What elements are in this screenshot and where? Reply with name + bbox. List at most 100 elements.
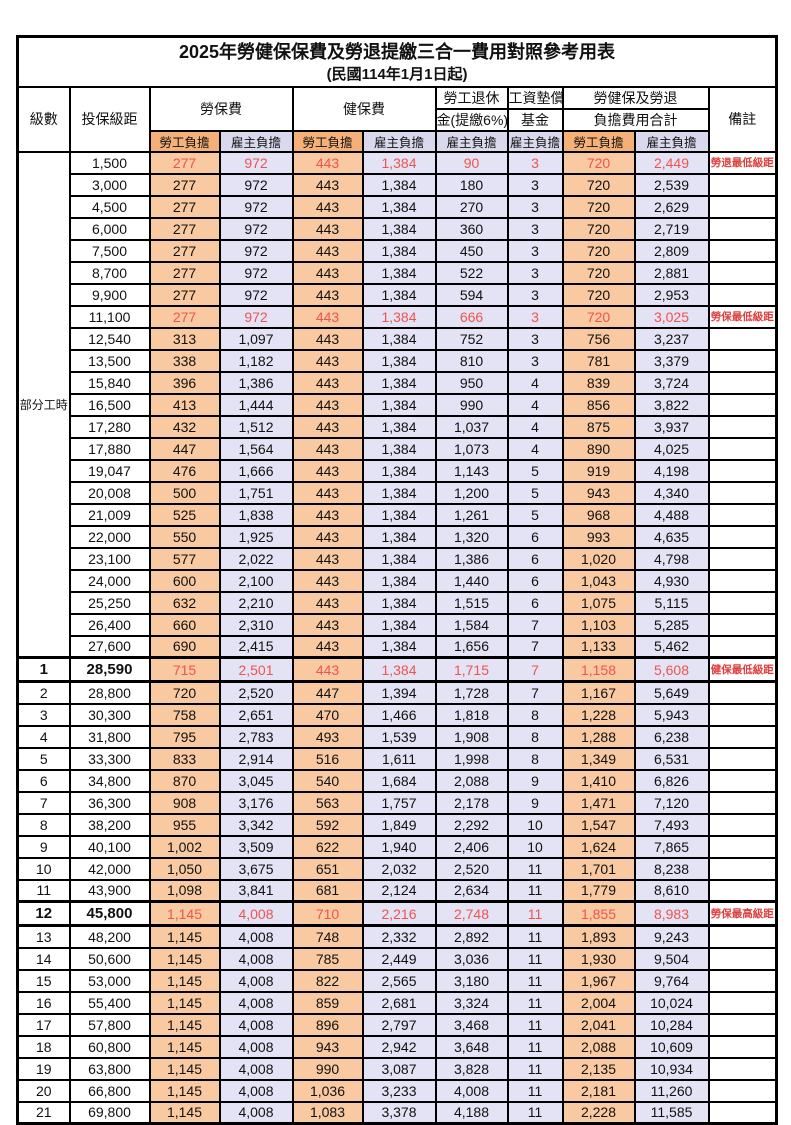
labor-employer-cell: 2,501 [218,656,294,683]
health-employee-cell: 443 [291,546,364,571]
pension-employer-cell: 3,324 [434,990,509,1015]
labor-employee-cell: 525 [148,502,221,527]
labor-employer-cell: 3,045 [218,768,294,793]
bracket-cell: 25,250 [68,590,151,615]
wage-fund-employer-cell: 3 [506,150,564,175]
table-row: 17,280 432 1,512 443 1,384 1,037 4 875 3,937 [18,414,778,439]
labor-employee-cell: 277 [148,260,221,285]
table-row: 3,000 277 972 443 1,384 180 3 720 2,539 [18,172,778,197]
wage-fund-employer-cell: 11 [506,856,564,881]
pension-employer-cell: 2,892 [434,924,509,949]
health-employer-cell: 1,384 [361,480,437,505]
wage-fund-employer-cell: 11 [506,1012,564,1037]
bracket-cell: 17,280 [68,414,151,439]
total-employee-cell: 2,041 [561,1012,636,1037]
total-employee-cell: 720 [561,282,636,307]
pension-employer-cell: 1,515 [434,590,509,615]
total-employer-cell: 11,585 [633,1100,710,1125]
health-employee-cell: 443 [291,326,364,351]
remark-cell [707,790,778,815]
pension-employer-cell: 1,143 [434,458,509,483]
remark-cell [707,480,778,505]
table-row: 4,500 277 972 443 1,384 270 3 720 2,629 [18,194,778,219]
health-employee-cell: 443 [291,238,364,263]
health-employer-cell: 2,216 [361,900,437,927]
labor-employee-cell: 908 [148,790,221,815]
health-employer-cell: 1,384 [361,458,437,483]
bracket-cell: 1,500 [68,150,151,175]
subheader-labor-employee: 勞工負擔 [148,129,221,153]
health-employee-cell: 443 [291,458,364,483]
wage-fund-employer-cell: 5 [506,458,564,483]
health-employee-cell: 443 [291,348,364,373]
wage-fund-employer-cell: 9 [506,768,564,793]
total-employee-cell: 1,075 [561,590,636,615]
pension-employer-cell: 360 [434,216,509,241]
labor-employer-cell: 2,415 [218,634,294,659]
health-employee-cell: 443 [291,656,364,683]
pension-employer-cell: 522 [434,260,509,285]
total-employee-cell: 2,004 [561,990,636,1015]
health-employer-cell: 2,449 [361,946,437,971]
health-employer-cell: 2,332 [361,924,437,949]
health-employer-cell: 1,539 [361,724,437,749]
remark-cell [707,348,778,373]
remark-cell: 勞保最低級距 [707,304,778,329]
labor-employee-cell: 413 [148,392,221,417]
table-row: 13,500 338 1,182 443 1,384 810 3 781 3,379 [18,348,778,373]
total-employee-cell: 1,349 [561,746,636,771]
pension-employer-cell: 1,715 [434,656,509,683]
bracket-cell: 16,500 [68,392,151,417]
health-employer-cell: 3,378 [361,1100,437,1125]
table-row: 7 36,300 908 3,176 563 1,757 2,178 9 1,471 7,120 [16,790,778,815]
level-cell: 17 [16,1012,71,1037]
health-employer-cell: 2,797 [361,1012,437,1037]
total-employer-cell: 4,635 [633,524,710,549]
header-wage-fund-line2: 基金 [506,107,564,132]
total-employee-cell: 1,471 [561,790,636,815]
total-employer-cell: 4,488 [633,502,710,527]
bracket-cell: 20,008 [68,480,151,505]
header-group-row-1: 級數 投保級距 勞保費 健保費 勞工退休 工資墊償 勞健保及勞退 備註 [16,85,778,153]
labor-employer-cell: 4,008 [218,924,294,949]
total-employee-cell: 1,930 [561,946,636,971]
subheader-total-employer: 雇主負擔 [633,129,710,153]
health-employee-cell: 540 [291,768,364,793]
table-row: 21,009 525 1,838 443 1,384 1,261 5 968 4,488 [18,502,778,527]
total-employee-cell: 720 [561,172,636,197]
total-employer-cell: 8,983 [633,900,710,927]
remark-cell [707,1056,778,1081]
labor-employee-cell: 1,145 [148,1034,221,1059]
total-employer-cell: 2,629 [633,194,710,219]
pension-employer-cell: 3,828 [434,1056,509,1081]
table-row: 19 63,800 1,145 4,008 990 3,087 3,828 11 2,135 10… [16,1056,778,1081]
table-row: 14 50,600 1,145 4,008 785 2,449 3,036 11 1,930 9,… [16,946,778,971]
total-employer-cell: 2,449 [633,150,710,175]
table-row: 27,600 690 2,415 443 1,384 1,656 7 1,133 5,462 [18,634,778,659]
remark-cell [707,968,778,993]
bracket-cell: 42,000 [68,856,151,881]
total-employer-cell: 4,025 [633,436,710,461]
header-subrow: 勞工負擔 雇主負擔 勞工負擔 雇主負擔 雇主負擔 雇主負擔 勞工負擔 雇主負擔 [18,129,777,153]
labor-employee-cell: 1,145 [148,924,221,949]
labor-employer-cell: 972 [218,238,294,263]
level-cell: 4 [16,724,71,749]
health-employer-cell: 1,384 [361,414,437,439]
bracket-cell: 63,800 [68,1056,151,1081]
bracket-cell: 7,500 [68,238,151,263]
wage-fund-employer-cell: 11 [506,1100,564,1125]
labor-employer-cell: 1,925 [218,524,294,549]
health-employee-cell: 681 [291,878,364,903]
table-row: 9 40,100 1,002 3,509 622 1,940 2,406 10 1,624 7,8… [16,834,778,859]
labor-employee-cell: 690 [148,634,221,659]
wage-fund-employer-cell: 4 [506,414,564,439]
health-employee-cell: 443 [291,524,364,549]
total-employer-cell: 7,493 [633,812,710,837]
level-cell: 11 [16,878,71,903]
header-pension-line2: 金(提繳6%) [434,107,509,132]
wage-fund-employer-cell: 11 [506,990,564,1015]
labor-employer-cell: 4,008 [218,968,294,993]
total-employer-cell: 2,881 [633,260,710,285]
pension-employer-cell: 1,584 [434,612,509,637]
health-employer-cell: 1,684 [361,768,437,793]
